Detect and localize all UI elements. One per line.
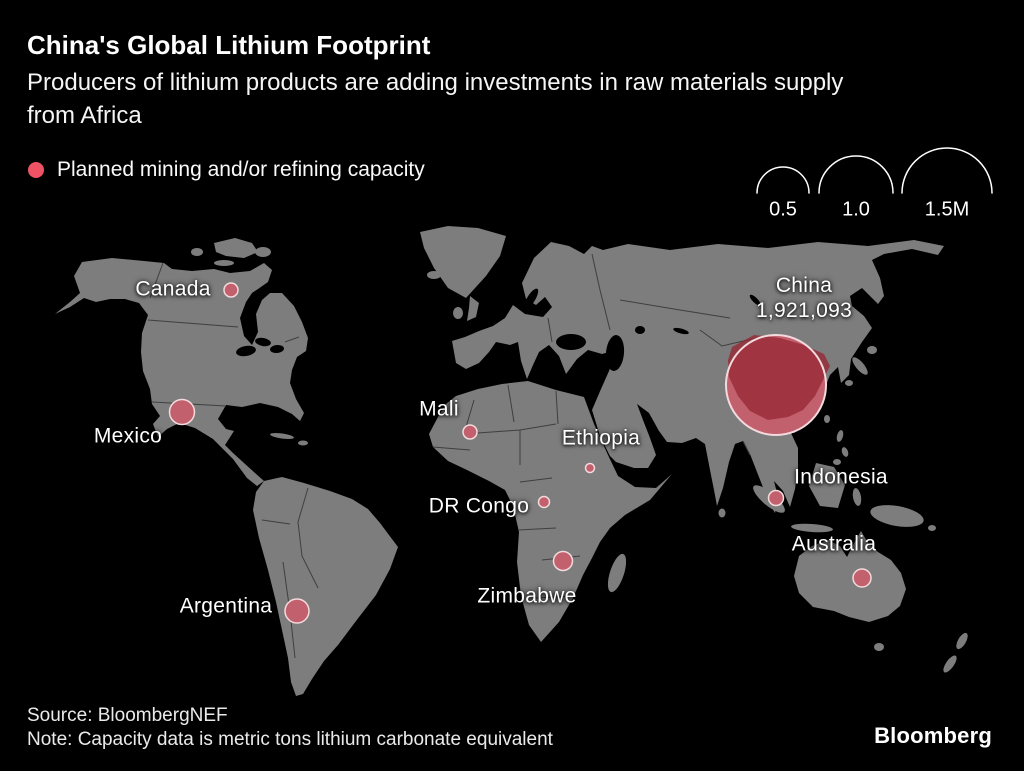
bubble-mali	[463, 425, 477, 439]
landmass-uk	[467, 296, 479, 321]
landmass-greenland	[420, 226, 506, 298]
landmass-ireland	[453, 307, 463, 319]
bubble-canada	[224, 283, 238, 297]
landmass-iceland	[427, 271, 441, 279]
bubble-mexico	[169, 399, 195, 425]
note-text: Note: Capacity data is metric tons lithi…	[27, 729, 553, 750]
source-text: Source: BloombergNEF	[27, 705, 228, 726]
bubble-indonesia	[768, 490, 784, 506]
bubble-ring-ethiopia	[584, 462, 596, 474]
bubble-ring-argentina	[284, 598, 310, 624]
bloomberg-logo: Bloomberg	[874, 723, 992, 748]
chart-subtitle-line2: from Africa	[27, 102, 142, 129]
landmass-africa	[429, 381, 672, 642]
landmass-australia	[794, 531, 906, 622]
bubble-ethiopia	[585, 463, 595, 473]
size-legend-arc-1.5M	[901, 147, 993, 194]
legend: Planned mining and/or refining capacity	[28, 158, 425, 182]
bubble-dr-congo	[538, 496, 550, 508]
size-legend-arc-0.5	[756, 166, 810, 194]
bubble-ring-dr-congo	[537, 495, 551, 509]
bubble-ring-china	[725, 334, 827, 436]
landmass-eurasia	[452, 240, 944, 513]
landmass-island	[191, 248, 203, 256]
bubble-ring-mexico	[168, 398, 196, 426]
landmass-island	[214, 260, 234, 266]
size-legend-arcs	[756, 147, 993, 194]
bubble-ring-australia	[852, 568, 872, 588]
bubble-ring-zimbabwe	[552, 550, 574, 572]
size-legend-arc-1.0	[818, 155, 894, 194]
bubble-ring-canada	[223, 282, 239, 298]
landmass-arctic-islands	[214, 238, 258, 258]
landmass-north-america	[55, 258, 308, 486]
bubble-ring-indonesia	[767, 489, 785, 507]
chart-subtitle-line1: Producers of lithium products are adding…	[27, 69, 844, 96]
inland-seas	[236, 288, 761, 371]
bubble-ring-mali	[462, 424, 478, 440]
china-highlight	[728, 335, 830, 420]
landmass-borneo	[809, 463, 845, 508]
continents	[55, 226, 968, 696]
bubble-argentina	[285, 599, 309, 623]
chart-title: China's Global Lithium Footprint	[27, 30, 431, 60]
landmass-madagascar	[607, 553, 627, 593]
landmass-island	[255, 247, 271, 257]
landmass-south-america	[253, 477, 398, 696]
chart-subtitle: Producers of lithium products are adding…	[27, 66, 843, 132]
legend-label: Planned mining and/or refining capacity	[57, 158, 425, 181]
bubble-rings	[168, 282, 872, 624]
bubble-australia	[853, 569, 871, 587]
legend-dot-icon	[28, 162, 44, 178]
bubble-zimbabwe	[553, 551, 573, 571]
